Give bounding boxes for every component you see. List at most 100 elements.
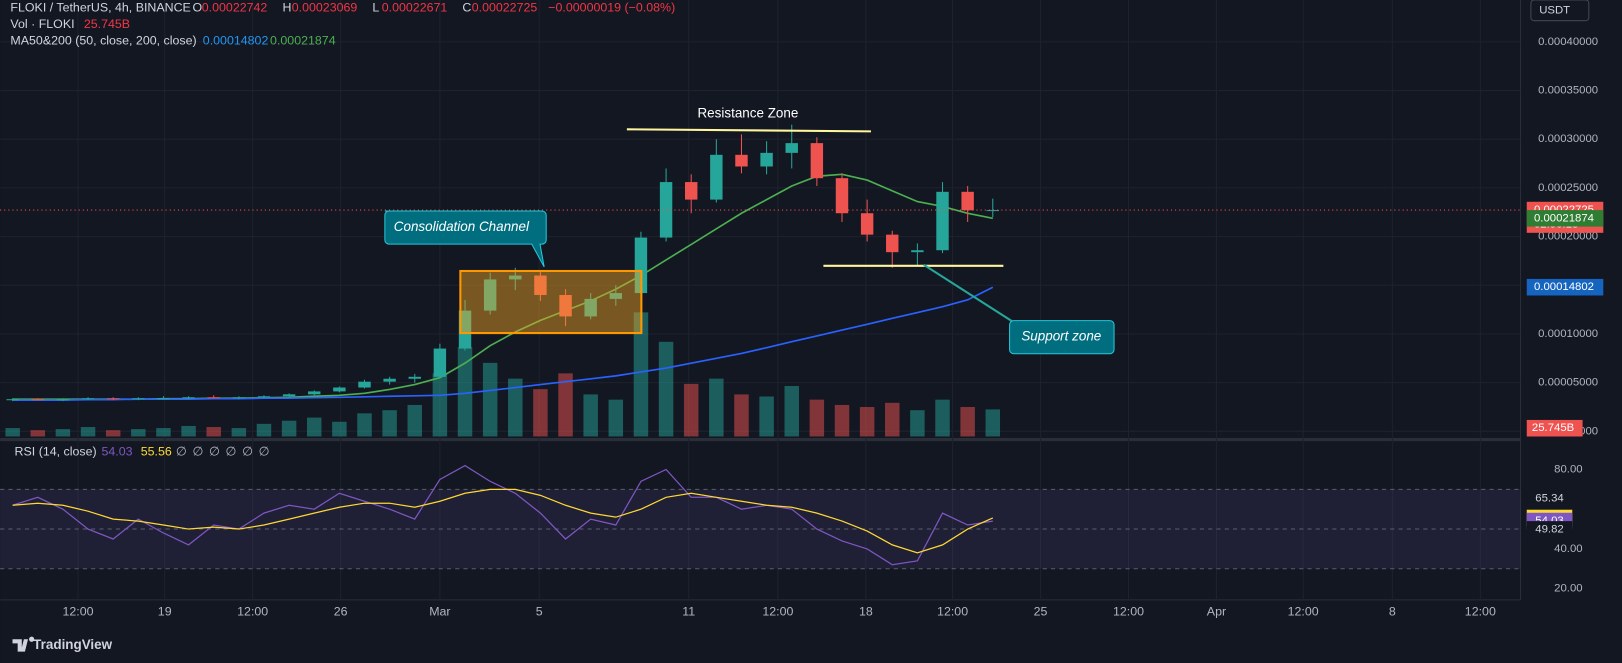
volume-bar [960,407,975,437]
y-tick-label: 0.00020000 [1538,231,1598,243]
empty-value: ∅ [209,444,220,458]
currency-button[interactable] [1530,0,1590,22]
logo [12,636,35,652]
y-tick-label: 0.00030000 [1538,133,1598,145]
candle-body [936,191,949,251]
change: −0.00000019 (−0.08%) [548,1,675,15]
volume-bar [709,378,724,437]
volume-bar [30,430,46,437]
ohlc-key: L [372,1,379,15]
candle-body [282,394,296,397]
candle-body [358,381,371,388]
volume-bar [859,407,875,437]
ohlc-value: 0.00022671 [382,1,448,15]
volume-bar [935,399,950,437]
candle-body [634,237,648,294]
grid [0,0,1521,600]
volume-bar [407,404,423,437]
candle-body [433,348,447,377]
volume-bar [885,402,900,437]
annotation: Resistance Zone [697,105,798,120]
candle-body [886,234,899,253]
candle-body [157,398,170,400]
callout-pointer [923,263,1025,330]
volume-bar [231,428,247,437]
volume-bar [910,410,925,437]
ohlc-value: 0.00022742 [202,1,268,15]
annotation: Consolidation Channel [394,219,530,234]
candle-body [785,143,798,153]
candle-body [408,376,421,379]
x-tick-label: 12:00 [62,605,93,619]
x-tick-label: 12:00 [1288,605,1319,619]
y-tick-label: 0.00005000 [1538,377,1598,389]
volume-bar [181,425,196,437]
volume-bar [759,396,774,437]
volume-bar [583,394,598,437]
candle-body [308,391,321,395]
y-tick-label: 0.00025000 [1538,182,1598,194]
candle-body [559,295,572,317]
volume-bar [256,423,272,437]
currency[interactable]: USDT [1539,4,1570,16]
candle-body [911,250,924,253]
empty-value: ∅ [242,444,253,458]
x-tick-label: 25 [1034,605,1048,619]
rsi-tick-label: 80.00 [1554,463,1582,475]
volume-tag-label: 25.745B [1532,422,1574,434]
candle-body [383,378,396,382]
candle-body [458,310,472,349]
candle-body [132,398,145,400]
volume-bar [80,427,96,437]
volume-bar [985,409,1001,437]
candle-body [659,182,673,238]
ohlc-key: H [282,1,291,15]
ma50-value: 0.00021874 [270,34,336,48]
y-tick-label: 0.00035000 [1538,85,1598,97]
volume-bar [633,312,649,437]
candle-body [961,191,974,211]
rsi-line [12,464,993,566]
volume-bar [206,427,221,437]
x-tick-label: Mar [429,605,450,619]
rsi-empty: ∅ ∅ ∅ ∅ ∅ ∅ [176,444,270,458]
candle-body [56,399,70,401]
ma-tag [1526,278,1604,296]
x-tick-label: 19 [158,605,172,619]
volume-bar [457,347,473,437]
ma-line [12,286,994,402]
x-tick-label: 12:00 [237,605,268,619]
candle-body [207,397,220,399]
rsi-tag-label: 65.34 [1535,493,1563,505]
candle-body [534,275,547,296]
candle-body [835,178,849,214]
volume-bar [131,429,146,437]
volume-bar [55,429,71,437]
candle-body [584,298,597,317]
x-tick-label: 12:00 [1113,605,1144,619]
candle-body [6,399,19,401]
volume-bar [508,378,523,437]
candle-body [986,210,999,212]
volume-bar [156,428,171,437]
empty-value: ∅ [226,444,237,458]
volume-bar [533,389,548,437]
volume-bar [357,413,372,437]
consolidation-box [459,269,643,335]
volume-bar [558,373,573,437]
callout [384,210,547,268]
rsi-ma-line [12,488,994,554]
candle-body [509,275,522,280]
volume-bar [5,428,20,437]
brand: TradingView [33,637,112,652]
empty-value: ∅ [176,444,187,458]
rsi-title: RSI (14, close) [15,444,97,458]
volume-bar [809,399,825,437]
candle-body [232,397,246,399]
rsi-tag [1526,490,1573,507]
callout [1009,320,1115,355]
x-tick-label: 12:00 [937,605,968,619]
empty-value: ∅ [259,444,270,458]
